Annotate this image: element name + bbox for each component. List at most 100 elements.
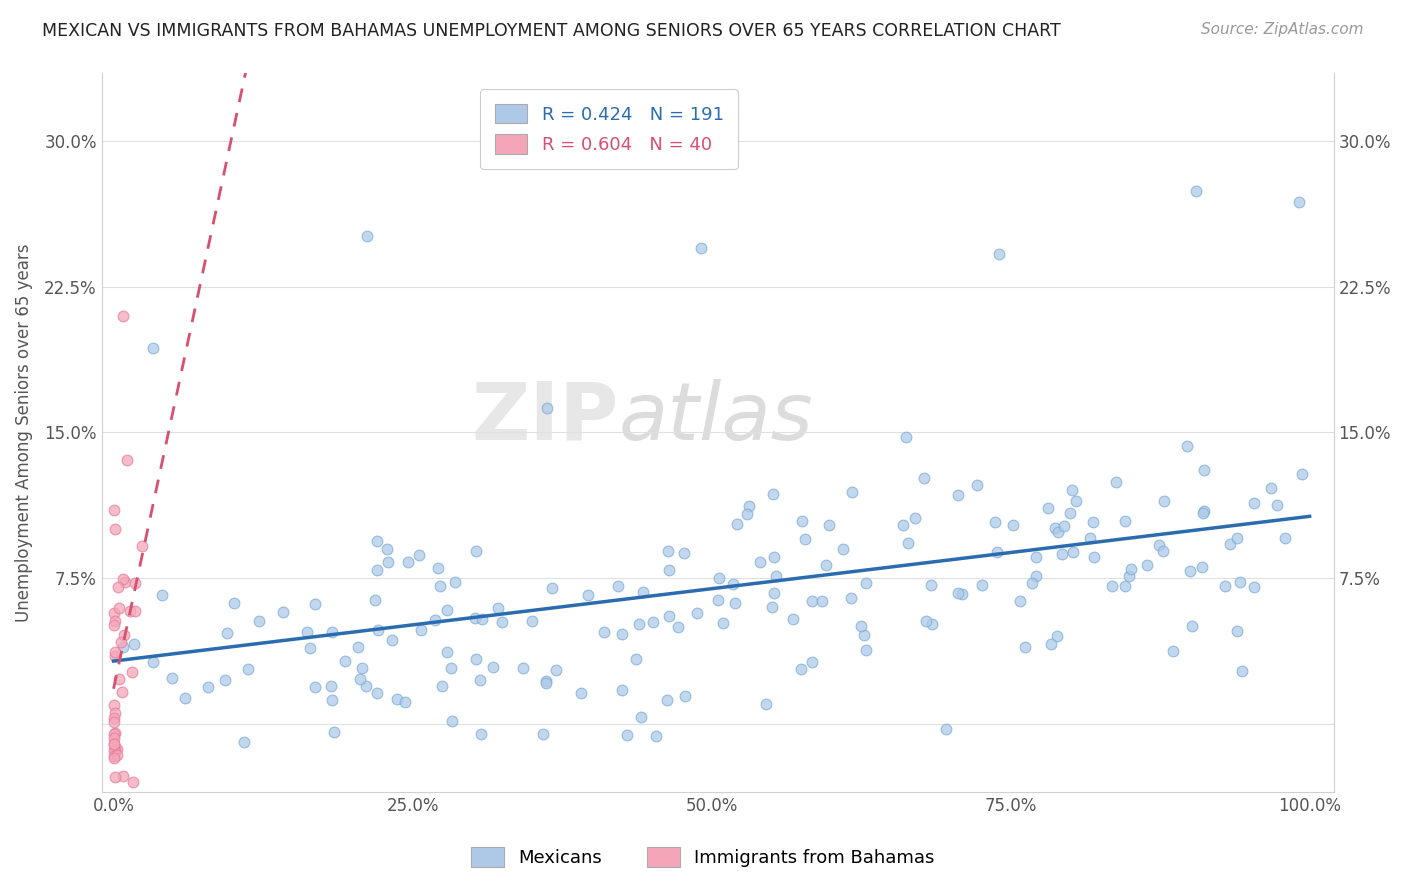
Mexicans: [1213, 579, 1236, 593]
Mexicans: [763, 585, 786, 599]
Mexicans: [735, 507, 758, 521]
Immigrants from Bahamas: [103, 606, 125, 620]
Mexicans: [1291, 467, 1313, 482]
Immigrants from Bahamas: [103, 698, 125, 713]
Immigrants from Bahamas: [104, 771, 127, 785]
Mexicans: [366, 534, 388, 549]
Mexicans: [464, 544, 486, 558]
Mexicans: [814, 558, 837, 572]
Text: ZIP: ZIP: [472, 379, 619, 457]
Mexicans: [1060, 483, 1083, 497]
Mexicans: [531, 727, 554, 741]
Mexicans: [522, 614, 544, 628]
Y-axis label: Unemployment Among Seniors over 65 years: Unemployment Among Seniors over 65 years: [15, 244, 32, 622]
Mexicans: [915, 614, 938, 628]
Mexicans: [657, 543, 679, 558]
Mexicans: [444, 574, 467, 589]
Mexicans: [440, 660, 463, 674]
Mexicans: [1047, 524, 1070, 539]
Immigrants from Bahamas: [110, 634, 132, 648]
Immigrants from Bahamas: [122, 775, 145, 789]
Mexicans: [1105, 475, 1128, 489]
Text: atlas: atlas: [619, 379, 814, 457]
Mexicans: [891, 518, 914, 533]
Mexicans: [142, 655, 165, 669]
Mexicans: [536, 673, 558, 688]
Mexicans: [409, 623, 432, 637]
Immigrants from Bahamas: [111, 685, 134, 699]
Mexicans: [673, 546, 696, 560]
Mexicans: [912, 470, 935, 484]
Mexicans: [426, 560, 449, 574]
Mexicans: [1046, 629, 1069, 643]
Mexicans: [790, 514, 813, 528]
Mexicans: [356, 679, 378, 693]
Mexicans: [1152, 544, 1174, 558]
Immigrants from Bahamas: [112, 768, 135, 782]
Immigrants from Bahamas: [118, 604, 141, 618]
Immigrants from Bahamas: [103, 749, 125, 764]
Mexicans: [440, 714, 463, 728]
Mexicans: [1064, 493, 1087, 508]
Immigrants from Bahamas: [115, 453, 138, 467]
Mexicans: [851, 618, 873, 632]
Mexicans: [755, 698, 778, 712]
Mexicans: [540, 581, 562, 595]
Mexicans: [1014, 640, 1036, 654]
Immigrants from Bahamas: [103, 737, 125, 751]
Mexicans: [1192, 504, 1215, 518]
Mexicans: [761, 600, 783, 615]
Mexicans: [763, 550, 786, 565]
Mexicans: [491, 615, 513, 629]
Mexicans: [765, 569, 787, 583]
Text: MEXICAN VS IMMIGRANTS FROM BAHAMAS UNEMPLOYMENT AMONG SENIORS OVER 65 YEARS CORR: MEXICAN VS IMMIGRANTS FROM BAHAMAS UNEMP…: [42, 22, 1062, 40]
Mexicans: [855, 576, 877, 591]
Mexicans: [481, 659, 503, 673]
Mexicans: [707, 592, 730, 607]
Immigrants from Bahamas: [112, 573, 135, 587]
Mexicans: [800, 655, 823, 669]
Mexicans: [364, 593, 387, 607]
Mexicans: [1260, 481, 1282, 495]
Mexicans: [142, 341, 165, 355]
Mexicans: [818, 517, 841, 532]
Mexicans: [111, 640, 134, 654]
Mexicans: [673, 689, 696, 703]
Mexicans: [832, 541, 855, 556]
Mexicans: [271, 605, 294, 619]
Mexicans: [544, 663, 567, 677]
Legend: Mexicans, Immigrants from Bahamas: Mexicans, Immigrants from Bahamas: [464, 839, 942, 874]
Mexicans: [304, 597, 326, 611]
Mexicans: [558, 154, 581, 169]
Mexicans: [606, 579, 628, 593]
Mexicans: [214, 673, 236, 688]
Mexicans: [377, 555, 399, 569]
Mexicans: [725, 517, 748, 532]
Mexicans: [304, 680, 326, 694]
Mexicans: [436, 644, 458, 658]
Mexicans: [173, 690, 195, 705]
Mexicans: [920, 578, 942, 592]
Immigrants from Bahamas: [103, 731, 125, 745]
Mexicans: [658, 563, 681, 577]
Mexicans: [709, 571, 731, 585]
Mexicans: [970, 578, 993, 592]
Mexicans: [569, 685, 592, 699]
Legend: R = 0.424   N = 191, R = 0.604   N = 40: R = 0.424 N = 191, R = 0.604 N = 40: [481, 89, 738, 169]
Mexicans: [1025, 568, 1047, 582]
Mexicans: [321, 625, 343, 640]
Mexicans: [1229, 574, 1251, 589]
Mexicans: [1153, 494, 1175, 508]
Immigrants from Bahamas: [131, 539, 153, 553]
Mexicans: [1059, 506, 1081, 520]
Mexicans: [367, 623, 389, 637]
Mexicans: [686, 606, 709, 620]
Mexicans: [1101, 579, 1123, 593]
Mexicans: [966, 477, 988, 491]
Immigrants from Bahamas: [124, 604, 146, 618]
Mexicans: [536, 401, 558, 416]
Immigrants from Bahamas: [103, 714, 125, 729]
Mexicans: [1043, 521, 1066, 535]
Mexicans: [645, 729, 668, 743]
Immigrants from Bahamas: [124, 575, 146, 590]
